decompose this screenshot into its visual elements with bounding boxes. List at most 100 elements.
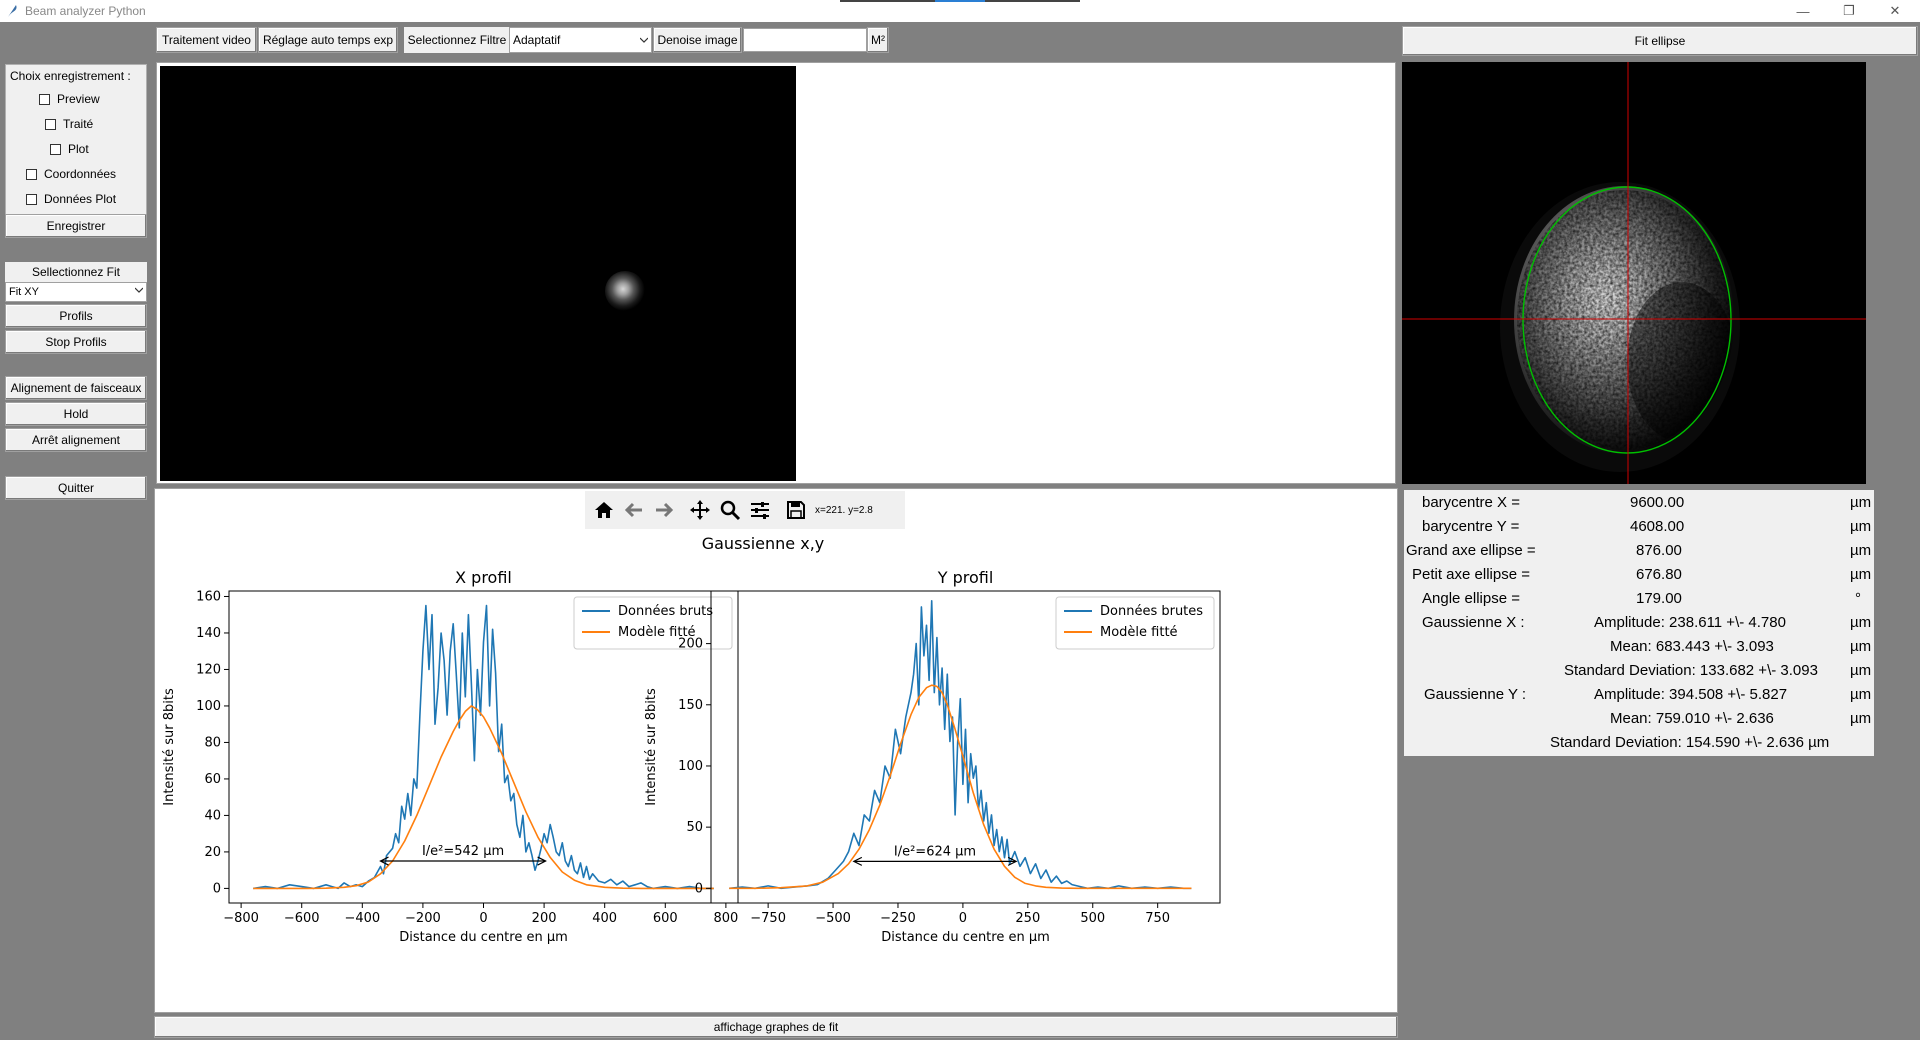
result-unit: µm (1850, 614, 1872, 631)
zoom-icon[interactable] (717, 497, 743, 523)
fit-results-panel: barycentre X = 9600.00 µm barycentre Y =… (1404, 490, 1874, 756)
left-control-panel: Choix enregistrement : Preview Traité Pl… (0, 22, 152, 1040)
result-value: 4608.00 (1630, 518, 1685, 535)
x-tick-label: 0 (959, 911, 967, 926)
beam-spot (605, 271, 645, 311)
gauss-x-label: Gaussienne X : (1422, 614, 1525, 631)
result-unit: µm (1850, 518, 1872, 535)
alignment-button[interactable]: Alignement de faisceaux (5, 376, 147, 400)
gauss-y-mean: Mean: 759.010 +\- 2.636 (1610, 710, 1774, 727)
profiles-button[interactable]: Profils (5, 304, 147, 328)
quit-button[interactable]: Quitter (5, 476, 147, 500)
configure-subplots-icon[interactable] (747, 497, 773, 523)
x-tick-label: −600 (284, 911, 320, 926)
x-tick-label: 800 (713, 911, 738, 926)
preview-checkbox[interactable]: Preview (39, 92, 100, 106)
fit-ellipse-button[interactable]: Fit ellipse (1402, 26, 1918, 56)
save-icon[interactable] (783, 497, 809, 523)
result-value: 676.80 (1636, 566, 1682, 583)
gauss-x-amplitude: Amplitude: 238.611 +\- 4.780 (1594, 614, 1786, 631)
width-arrow-head-left (379, 856, 389, 866)
hold-button[interactable]: Hold (5, 402, 147, 426)
fitted-ellipse (1522, 186, 1732, 454)
record-button[interactable]: Enregistrer (5, 214, 147, 238)
y-axis-label: Intensité sur 8bits (162, 688, 177, 806)
minimize-button[interactable]: — (1796, 3, 1810, 19)
result-value: 9600.00 (1630, 494, 1685, 511)
chart-title: X profil (455, 568, 512, 587)
y-tick-label: 80 (204, 735, 221, 750)
close-button[interactable]: ✕ (1889, 3, 1901, 18)
x-tick-label: 750 (1145, 911, 1170, 926)
result-unit: µm (1850, 638, 1872, 655)
result-label: Petit axe ellipse = (1412, 566, 1530, 583)
pan-icon[interactable] (687, 497, 713, 523)
fit-label: Sellectionnez Fit (5, 262, 147, 282)
y-tick-label: 200 (678, 637, 703, 652)
forward-arrow-icon[interactable] (651, 497, 677, 523)
m2-button[interactable]: M² (867, 27, 889, 53)
fit-plots-panel: x=221. y=2.8 Gaussienne x,y X profil I/e²=… (154, 488, 1398, 1013)
x-tick-label: −200 (405, 911, 441, 926)
legend-box (573, 596, 733, 650)
video-processing-button[interactable]: Traitement video (156, 27, 257, 53)
width-arrow-head-right (537, 856, 547, 866)
y-tick-label: 20 (204, 845, 221, 860)
traite-checkbox[interactable]: Traité (45, 117, 93, 131)
x-tick-label: −500 (815, 911, 851, 926)
result-label: barycentre X = (1422, 494, 1520, 511)
width-annotation-label: I/e²=542 µm (422, 844, 504, 859)
fit-graphs-footer-button[interactable]: affichage graphes de fit (154, 1016, 1398, 1038)
gauss-y-std: Standard Deviation: 154.590 +\- 2.636 µm (1550, 734, 1830, 751)
home-icon[interactable] (591, 497, 617, 523)
m2-input[interactable] (743, 28, 867, 52)
ellipse-fit-canvas (1402, 62, 1866, 484)
stop-profiles-button[interactable]: Stop Profils (5, 330, 147, 354)
width-arrow-head-right (1007, 856, 1018, 866)
chevron-down-icon (640, 37, 648, 43)
legend-label: Données brutes (1100, 604, 1203, 619)
plot-checkbox[interactable]: Plot (50, 142, 89, 156)
x-tick-label: −800 (223, 911, 259, 926)
y-tick-label: 160 (196, 589, 221, 604)
filter-label: Selectionnez Filtre (404, 27, 510, 53)
figure-suptitle: Gaussienne x,y (702, 534, 825, 553)
y-tick-label: 0 (213, 881, 221, 896)
fit-select[interactable]: Fit XY (5, 282, 147, 302)
restore-button[interactable]: ❐ (1843, 3, 1855, 18)
back-arrow-icon[interactable] (621, 497, 647, 523)
coordonnees-checkbox[interactable]: Coordonnées (26, 167, 116, 181)
x-tick-label: 200 (532, 911, 557, 926)
denoise-button[interactable]: Denoise image (653, 27, 742, 53)
ellipse-fit-image (1402, 62, 1866, 484)
result-unit: µm (1850, 710, 1872, 727)
series-line-fit-model (729, 684, 1192, 890)
top-toolbar: Traitement video Réglage auto temps exp … (152, 22, 1402, 58)
result-unit: µm (1850, 566, 1872, 583)
x-tick-label: 500 (1080, 911, 1105, 926)
y-tick-label: 0 (695, 881, 703, 896)
x-axis-label: Distance du centre en µm (399, 930, 568, 945)
x-tick-label: −250 (880, 911, 916, 926)
video-preview-panel (156, 62, 1396, 484)
donnees-plot-checkbox[interactable]: Données Plot (26, 192, 116, 206)
x-tick-label: 0 (479, 911, 487, 926)
x-tick-label: 250 (1015, 911, 1040, 926)
y-tick-label: 120 (196, 662, 221, 677)
legend-box (1055, 596, 1215, 650)
y-tick-label: 150 (678, 698, 703, 713)
cursor-coordinates: x=221. y=2.8 (815, 504, 873, 516)
fit-figure: Gaussienne x,y X profil I/e²=542 µm −800 −60… (162, 534, 1221, 945)
axes-frame (710, 590, 1221, 904)
auto-exposure-button[interactable]: Réglage auto temps exp (258, 27, 398, 53)
stop-alignment-button[interactable]: Arrêt alignement (5, 428, 147, 452)
y-tick-label: 140 (196, 626, 221, 641)
gauss-y-label: Gaussienne Y : (1424, 686, 1527, 703)
gauss-x-std: Standard Deviation: 133.682 +\- 3.093 (1564, 662, 1818, 679)
result-unit: µm (1850, 494, 1872, 511)
series-line-raw-data (253, 604, 714, 890)
x-tick-label: −400 (344, 911, 380, 926)
filter-select[interactable]: Adaptatif (509, 27, 652, 53)
width-arrow-head-left (852, 856, 863, 866)
series-line-fit-model (253, 705, 714, 890)
